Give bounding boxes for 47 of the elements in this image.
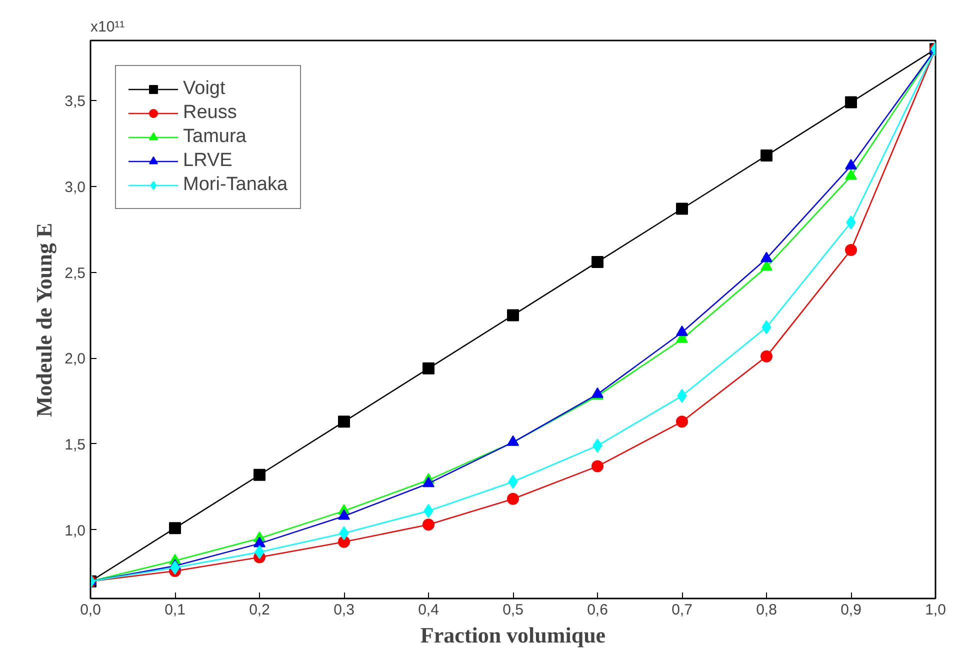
x-tick-label: 1,0 <box>925 602 946 618</box>
point <box>422 518 434 531</box>
text: x10¹¹ <box>90 18 125 36</box>
point <box>760 252 772 262</box>
y-tick-label: 2,5 <box>64 264 86 282</box>
y-axis-title: Modeule de Young E <box>32 222 57 417</box>
point <box>422 362 434 374</box>
legend-label: Mori-Tanaka <box>183 174 288 196</box>
y-tick-label: 3,5 <box>64 93 86 110</box>
point <box>507 492 519 505</box>
x-tick-label: 0,2 <box>249 602 270 618</box>
x-tick-label: 0,7 <box>672 602 692 618</box>
x-axis-title: Fraction volumique <box>420 622 606 648</box>
y-tick-label: 1,0 <box>64 522 86 540</box>
point <box>338 416 350 428</box>
x-tick-label: 0,5 <box>502 602 524 618</box>
point <box>254 468 266 481</box>
y-tick-label: 2,0 <box>64 350 86 368</box>
x-tick-label: 0,1 <box>164 602 186 618</box>
y-tick-label: 3,0 <box>64 178 86 196</box>
x-tick-label: 0,4 <box>418 602 439 618</box>
point <box>845 244 857 256</box>
point <box>592 256 604 268</box>
point <box>676 202 688 215</box>
x-tick-label: 0,0 <box>80 602 101 618</box>
legend-label: LRVE <box>183 150 232 172</box>
y-tick-label: 1,5 <box>64 436 86 454</box>
point <box>507 309 519 322</box>
point <box>845 169 857 180</box>
point <box>254 536 266 548</box>
point <box>422 476 434 488</box>
legend-label: Reuss <box>183 102 237 124</box>
point <box>845 158 857 170</box>
x-tick-label: 0,9 <box>840 602 862 618</box>
legend-label: Voigt <box>183 78 226 100</box>
point <box>338 509 350 520</box>
point <box>760 350 772 362</box>
point <box>676 416 688 428</box>
x-tick-label: 0,8 <box>756 602 777 618</box>
point <box>760 150 772 162</box>
x-tick-label: 0,3 <box>334 602 354 618</box>
point <box>592 460 604 472</box>
legend-label: Tamura <box>183 126 246 148</box>
x-tick-label: 0,6 <box>587 602 608 618</box>
point <box>169 522 181 534</box>
point <box>845 96 857 108</box>
point <box>676 326 688 336</box>
